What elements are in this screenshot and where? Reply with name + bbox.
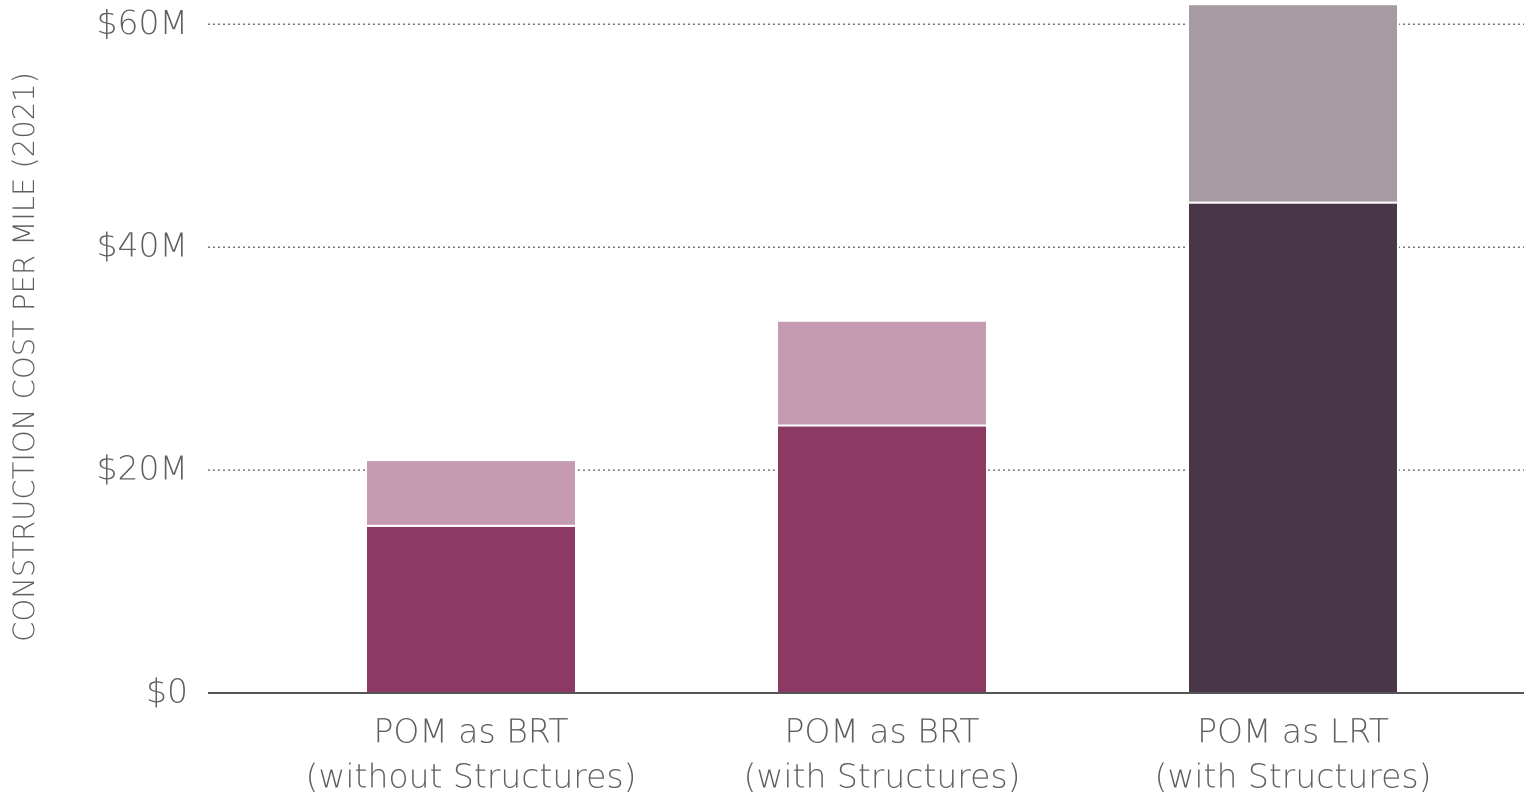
y-tick-label: $60M	[97, 3, 188, 42]
bar-segment	[365, 459, 577, 527]
x-tick-label: (with Structures)	[1155, 757, 1432, 796]
bar-segment	[776, 319, 988, 427]
y-tick-label: $0	[146, 672, 188, 711]
x-tick-label: POM as LRT	[1197, 712, 1389, 751]
bar-segment	[1187, 3, 1399, 204]
x-tick-label: (without Structures)	[306, 757, 637, 796]
y-axis-title: CONSTRUCTION COST PER MILE (2021)	[7, 72, 41, 642]
x-tick-label: POM as BRT	[373, 712, 568, 751]
bar-segment	[365, 524, 577, 694]
y-tick-label: $40M	[97, 226, 188, 265]
x-tick-label: (with Structures)	[744, 757, 1021, 796]
x-tick-label: POM as BRT	[784, 712, 979, 751]
y-tick-label: $20M	[97, 449, 188, 488]
bar-segment	[1187, 201, 1399, 694]
bar-segment	[776, 424, 988, 694]
